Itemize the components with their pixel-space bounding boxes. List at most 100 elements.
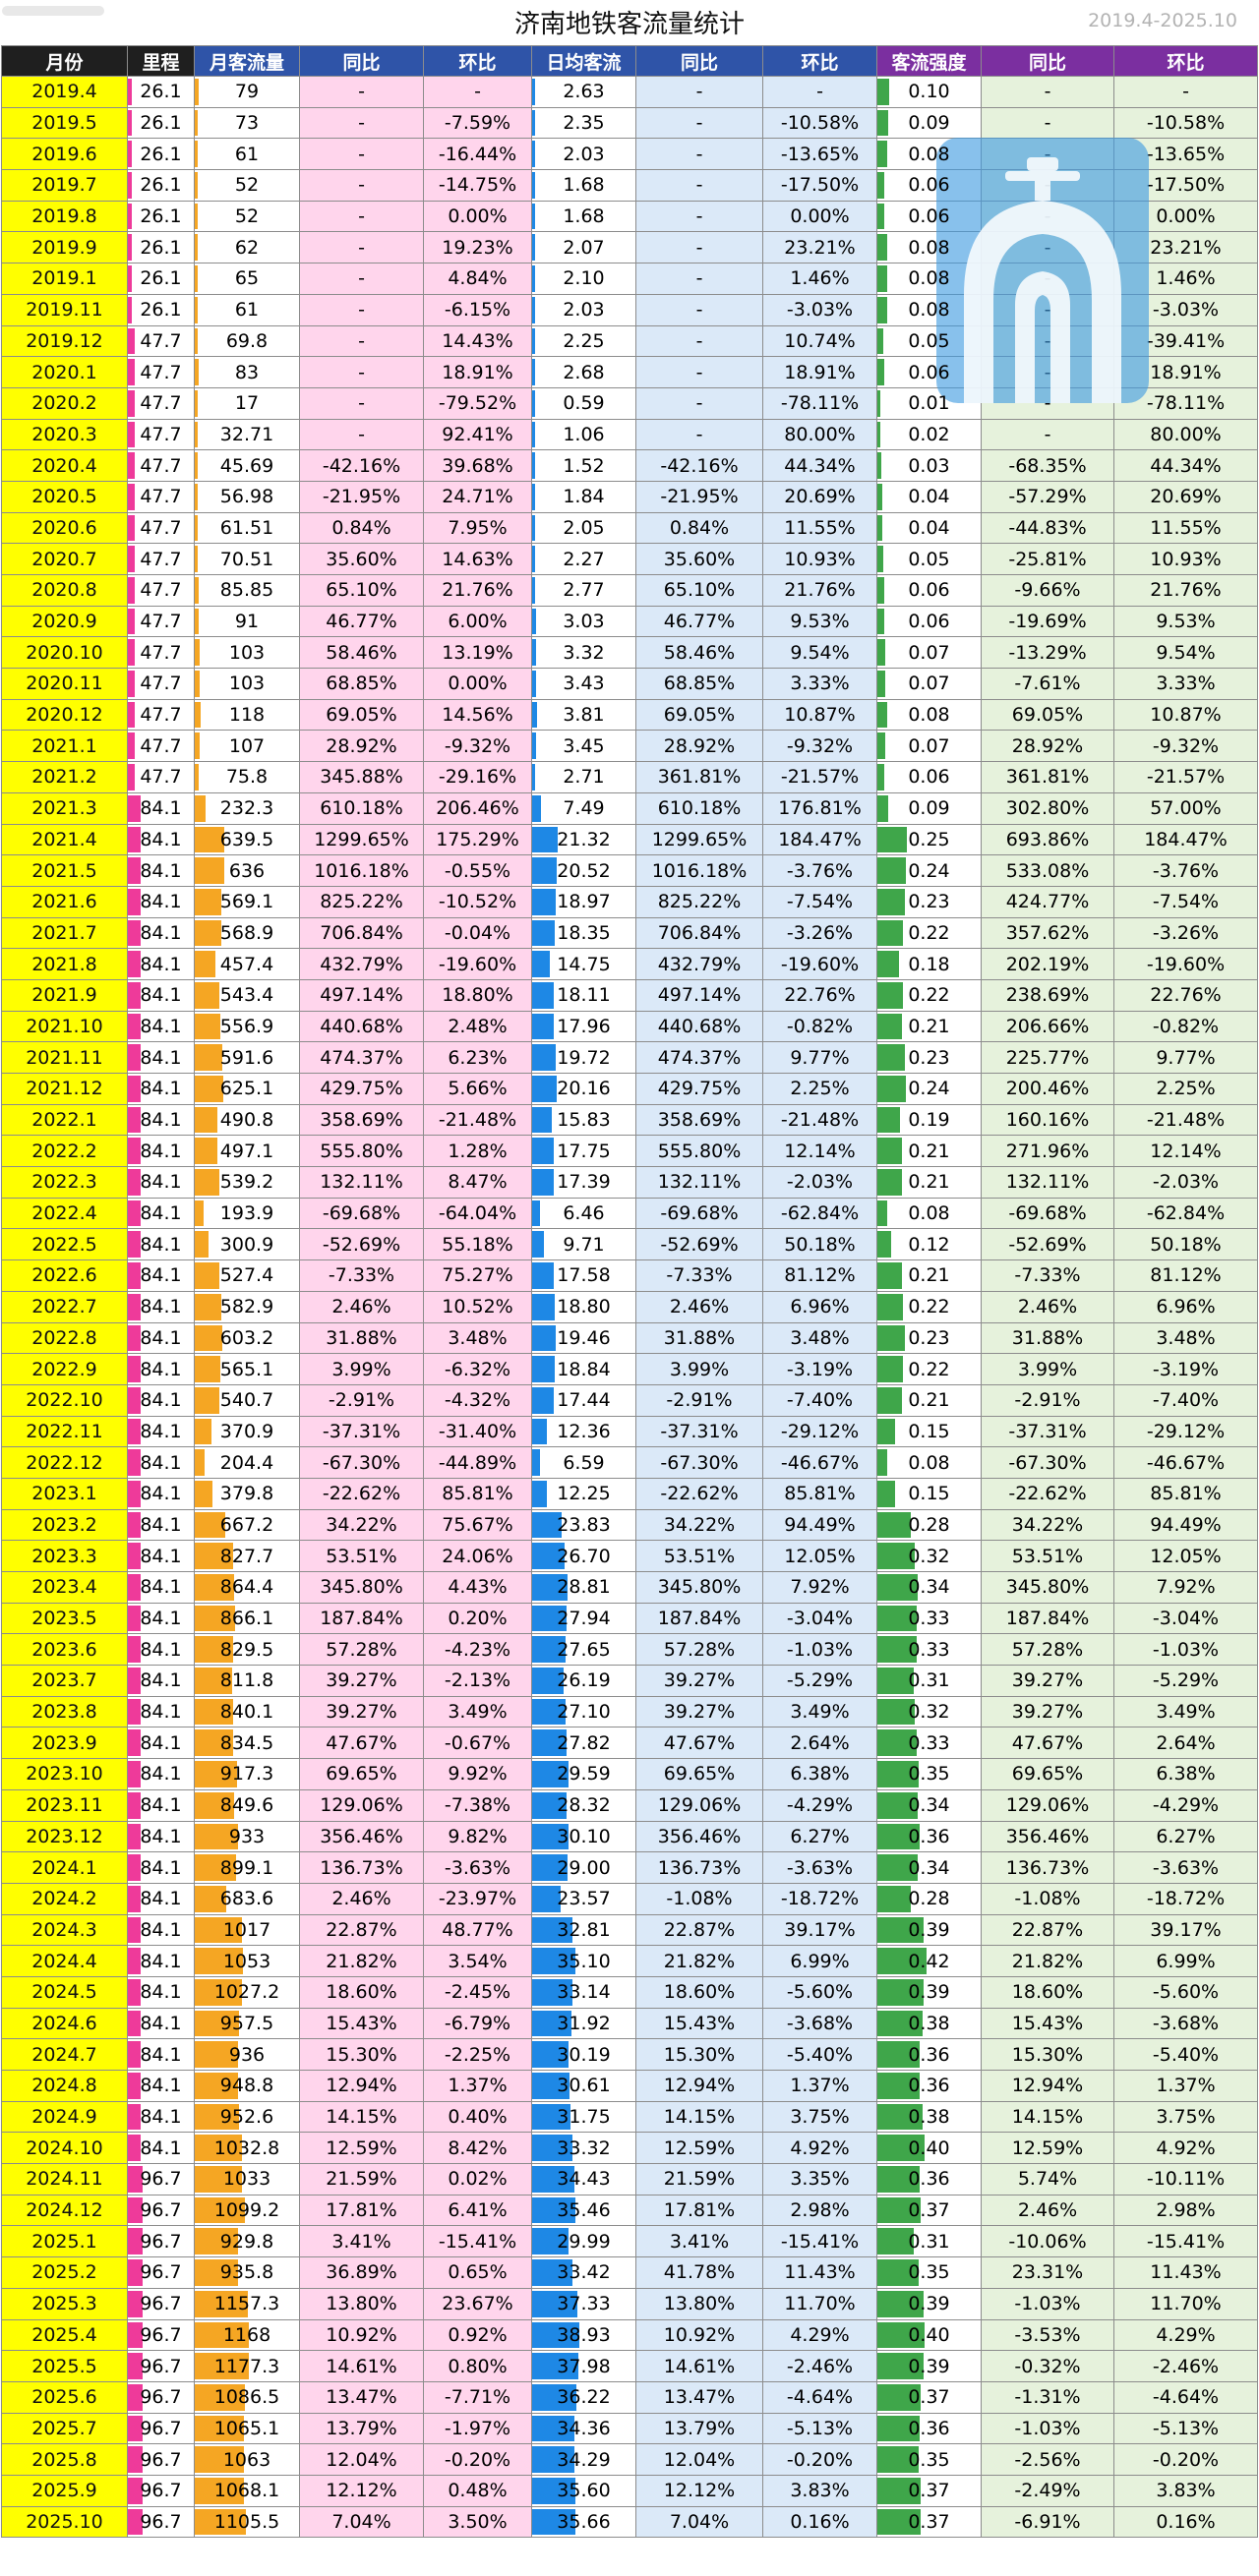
- value-mileage: 84.1: [140, 1420, 182, 1442]
- table-row: 2022.3 84.1 539.2 132.11% 8.47% 17.39 132.11% -…: [1, 1166, 1258, 1199]
- bar-monthly-flow: [195, 1324, 223, 1352]
- cell-intensity-mom: -7.54%: [1113, 885, 1258, 918]
- bar-monthly-flow: [195, 172, 199, 199]
- cell-daily-flow: 2.68: [531, 356, 636, 388]
- cell-daily-yoy: -: [635, 356, 763, 388]
- bar-daily-flow: [532, 1386, 554, 1414]
- bar-monthly-flow: [195, 1823, 238, 1850]
- value-mileage: 26.1: [140, 299, 182, 322]
- bar-mileage: [128, 2508, 144, 2536]
- cell-flow-mom: 6.41%: [423, 2194, 532, 2227]
- cell-flow-mom: -29.16%: [423, 761, 532, 793]
- cell-intensity: 0.25: [876, 823, 982, 856]
- cell-daily-mom: 2.25%: [762, 1073, 877, 1105]
- cell-mileage: 84.1: [127, 2007, 195, 2040]
- table-row: 2020.6 47.7 61.51 0.84% 7.95% 2.05 0.84% 11.55%…: [1, 511, 1258, 545]
- table-row: 2021.9 84.1 543.4 497.14% 18.80% 18.11 497.14%…: [1, 978, 1258, 1012]
- cell-mileage: 84.1: [127, 1851, 195, 1884]
- bar-daily-flow: [532, 2041, 570, 2068]
- value-intensity: 0.39: [908, 1981, 950, 2004]
- bar-mileage: [128, 671, 136, 697]
- cell-daily-yoy: 358.69%: [635, 1103, 763, 1137]
- bar-daily-flow: [532, 608, 536, 635]
- bar-daily-flow: [532, 359, 536, 385]
- table-row: 2019.5 26.1 73- -7.59% 2.35- -10.58% 0.09- -10.…: [1, 106, 1258, 140]
- cell-monthly-flow: 917.3: [194, 1758, 300, 1790]
- value-daily-flow: 9.71: [563, 1233, 605, 1256]
- cell-monthly-flow: 540.7: [194, 1383, 300, 1417]
- cell-mileage: 84.1: [127, 2132, 195, 2165]
- bar-mileage: [128, 1978, 142, 2006]
- cell-intensity-mom: -21.48%: [1113, 1103, 1258, 1137]
- cell-daily-yoy: 356.46%: [635, 1820, 763, 1853]
- cell-flow-yoy: -: [299, 263, 424, 295]
- bar-mileage: [128, 2010, 142, 2037]
- cell-daily-yoy: 610.18%: [635, 791, 763, 825]
- value-mileage: 84.1: [140, 1856, 182, 1879]
- table-row: 2020.4 47.7 45.69 -42.16% 39.68% 1.52 -42.16% 4…: [1, 449, 1258, 482]
- cell-monthly-flow: 527.4: [194, 1259, 300, 1292]
- cell-daily-mom: 3.48%: [762, 1321, 877, 1355]
- header-monthly-flow: 月客流量: [194, 45, 300, 77]
- value-intensity: 0.08: [908, 267, 950, 290]
- cell-daily-flow: 3.81: [531, 698, 636, 732]
- bar-intensity: [877, 452, 881, 479]
- cell-daily-flow: 2.77: [531, 574, 636, 607]
- cell-daily-flow: 35.60: [531, 2474, 636, 2507]
- table-row: 2019.1247.769.8-14.43%2.25-10.74%0.05--3…: [1, 324, 1258, 358]
- cell-flow-yoy: 34.22%: [299, 1508, 424, 1542]
- cell-mileage: 84.1: [127, 1540, 195, 1572]
- cell-intensity-yoy: 302.80%: [981, 791, 1114, 825]
- cell-daily-mom: 18.91%: [762, 356, 877, 388]
- value-mileage: 84.1: [140, 1326, 182, 1349]
- bar-monthly-flow: [195, 1169, 220, 1196]
- cell-daily-mom: -9.32%: [762, 730, 877, 763]
- bar-mileage: [128, 2041, 142, 2068]
- bar-daily-flow: [532, 265, 536, 292]
- bar-daily-flow: [532, 1978, 573, 2006]
- cell-mileage: 84.1: [127, 1571, 195, 1604]
- table-row: 2019.726.152--14.75%1.68--17.50%0.06--17…: [1, 169, 1258, 202]
- cell-daily-flow: 12.36: [531, 1415, 636, 1448]
- cell-intensity-yoy: 31.88%: [981, 1321, 1114, 1355]
- cell-daily-mom: 21.76%: [762, 574, 877, 607]
- cell-daily-mom: -3.26%: [762, 916, 877, 950]
- value-daily-flow: 35.66: [557, 2510, 611, 2533]
- bar-daily-flow: [532, 2290, 578, 2317]
- cell-month: 2024.9: [1, 2100, 128, 2134]
- table-row: 2022.11 84.1 370.9 -37.31% -31.40% 12.36 -37.3…: [1, 1415, 1258, 1448]
- cell-mileage: 84.1: [127, 1913, 195, 1947]
- cell-mileage: 47.7: [127, 356, 195, 388]
- cell-flow-mom: -2.13%: [423, 1665, 532, 1697]
- cell-intensity: 0.06: [876, 169, 982, 202]
- cell-flow-mom: 14.56%: [423, 698, 532, 732]
- value-daily-flow: 27.82: [557, 1731, 611, 1754]
- cell-mileage: 84.1: [127, 1010, 195, 1043]
- cell-daily-flow: 27.65: [531, 1633, 636, 1667]
- bar-mileage: [128, 888, 142, 915]
- cell-monthly-flow: 639.5: [194, 823, 300, 856]
- cell-intensity: 0.08: [876, 698, 982, 732]
- cell-flow-yoy: -: [299, 169, 424, 202]
- bar-intensity: [877, 2383, 922, 2411]
- bar-daily-flow: [532, 141, 536, 168]
- value-daily-flow: 2.03: [563, 299, 605, 322]
- value-mileage: 47.7: [140, 392, 182, 415]
- value-intensity: 0.32: [908, 1701, 950, 1724]
- bar-mileage: [128, 2477, 144, 2504]
- bar-daily-flow: [532, 1948, 575, 1974]
- bar-daily-flow: [532, 1169, 554, 1196]
- cell-daily-flow: 0.59: [531, 386, 636, 420]
- table-row: 2025.10 96.7 1105.5 7.04% 3.50% 35.66 7.04% 0.1…: [1, 2505, 1258, 2539]
- cell-flow-yoy: 28.92%: [299, 730, 424, 763]
- cell-intensity: 0.04: [876, 480, 982, 513]
- cell-intensity: 0.05: [876, 543, 982, 575]
- bar-intensity: [877, 639, 886, 667]
- cell-daily-flow: 37.98: [531, 2350, 636, 2382]
- value-intensity: 0.37: [908, 2199, 950, 2222]
- cell-flow-yoy: 13.47%: [299, 2380, 424, 2414]
- value-daily-flow: 32.81: [557, 1918, 611, 1941]
- cell-monthly-flow: 490.8: [194, 1103, 300, 1137]
- cell-flow-yoy: 31.88%: [299, 1321, 424, 1355]
- bar-mileage: [128, 2321, 144, 2349]
